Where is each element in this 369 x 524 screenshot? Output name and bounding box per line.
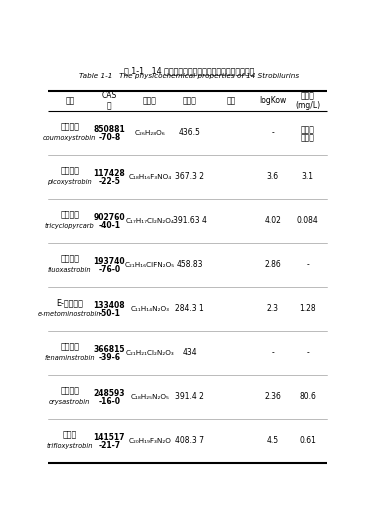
Text: C₁₈H₂₅N₂O₅: C₁₈H₂₅N₂O₅	[131, 394, 169, 399]
Text: 1.28: 1.28	[299, 304, 316, 313]
Text: tricyclopyrcarb: tricyclopyrcarb	[45, 223, 94, 230]
Text: 2.36: 2.36	[264, 392, 281, 401]
Text: 408.3 7: 408.3 7	[175, 436, 204, 445]
Text: 117428: 117428	[93, 169, 125, 178]
Text: 80.6: 80.6	[299, 392, 316, 401]
Text: coumoxystrobin: coumoxystrobin	[43, 135, 96, 141]
Text: -: -	[272, 348, 274, 357]
Text: 丁香菌酯: 丁香菌酯	[60, 123, 79, 132]
Text: 3.6: 3.6	[267, 172, 279, 181]
Text: -16-0: -16-0	[98, 397, 120, 406]
Text: -39-6: -39-6	[98, 353, 120, 362]
Text: CAS
号: CAS 号	[102, 91, 117, 111]
Text: 4.5: 4.5	[267, 436, 279, 445]
Text: 几乎不: 几乎不	[301, 125, 315, 134]
Text: picoxystrobin: picoxystrobin	[47, 179, 92, 185]
Text: 248593: 248593	[93, 389, 125, 398]
Text: 氟吡菌酯: 氟吡菌酯	[60, 254, 79, 264]
Text: 粉菌酯: 粉菌酯	[63, 430, 77, 439]
Text: -50-1: -50-1	[99, 309, 120, 318]
Text: -22-5: -22-5	[99, 177, 120, 186]
Text: 133408: 133408	[93, 301, 125, 310]
Text: -21-7: -21-7	[98, 441, 120, 450]
Text: 0.084: 0.084	[297, 216, 318, 225]
Text: C₁₇H₁₇Cl₂N₂O₄: C₁₇H₁₇Cl₂N₂O₄	[125, 217, 175, 224]
Text: 850881: 850881	[93, 125, 125, 134]
Text: 902760: 902760	[93, 213, 125, 222]
Text: fluoxastrobin: fluoxastrobin	[48, 267, 92, 274]
Text: 458.83: 458.83	[176, 260, 203, 269]
Text: C₁₁H₁₄N₂O₃: C₁₁H₁₄N₂O₃	[131, 305, 169, 312]
Text: 391.63 4: 391.63 4	[173, 216, 206, 225]
Text: trifloxystrobin: trifloxystrobin	[46, 443, 93, 449]
Text: -: -	[306, 260, 309, 269]
Text: 溶于水: 溶于水	[301, 133, 315, 142]
Text: C₂₀H₁₉F₃N₂O: C₂₀H₁₉F₃N₂O	[128, 438, 172, 443]
Text: 3.1: 3.1	[302, 172, 314, 181]
Text: fenaminstrobin: fenaminstrobin	[44, 355, 95, 361]
Text: 稻瘟菌胺: 稻瘟菌胺	[60, 386, 79, 395]
Text: C₂₆H₂₈O₆: C₂₆H₂₈O₆	[135, 129, 165, 136]
Text: orysastrobin: orysastrobin	[49, 399, 90, 405]
Text: 436.5: 436.5	[179, 128, 200, 137]
Text: 367.3 2: 367.3 2	[175, 172, 204, 181]
Text: 氯吡菌酯: 氯吡菌酯	[60, 210, 79, 220]
Text: 名称: 名称	[65, 96, 75, 105]
Text: 141517: 141517	[93, 433, 125, 442]
Text: e-metominostrobin: e-metominostrobin	[38, 311, 101, 317]
Text: 2.3: 2.3	[267, 304, 279, 313]
Text: 分子量: 分子量	[183, 96, 196, 105]
Text: 391.4 2: 391.4 2	[175, 392, 204, 401]
Text: C₁₈H₁₆F₃NO₄: C₁₈H₁₆F₃NO₄	[128, 173, 172, 180]
Text: 4.02: 4.02	[264, 216, 281, 225]
Text: 434: 434	[182, 348, 197, 357]
Text: -: -	[306, 348, 309, 357]
Text: Table 1-1   The physicochemical properties of 14 Strobilurins: Table 1-1 The physicochemical properties…	[79, 73, 299, 79]
Text: 水溶性
(mg/L): 水溶性 (mg/L)	[295, 91, 320, 111]
Text: 表 1-1   14 种甲氧基丙烯酸酯类杀菌剂的物理化学性质: 表 1-1 14 种甲氧基丙烯酸酯类杀菌剂的物理化学性质	[124, 66, 254, 75]
Text: 366815: 366815	[93, 345, 125, 354]
Text: 分子式: 分子式	[143, 96, 157, 105]
Text: 结构: 结构	[227, 96, 237, 105]
Text: 284.3 1: 284.3 1	[175, 304, 204, 313]
Text: 吡氧菌酯: 吡氧菌酯	[60, 167, 79, 176]
Text: 烯肟菌胺: 烯肟菌胺	[60, 342, 79, 351]
Text: 2.86: 2.86	[265, 260, 281, 269]
Text: C₂₁H₂₁Cl₂N₂O₃: C₂₁H₂₁Cl₂N₂O₃	[125, 350, 174, 356]
Text: -70-8: -70-8	[98, 133, 120, 142]
Text: -: -	[272, 128, 274, 137]
Text: -76-0: -76-0	[98, 265, 120, 274]
Text: C₂₁H₁₆ClFN₂O₅: C₂₁H₁₆ClFN₂O₅	[125, 261, 175, 268]
Text: logKow: logKow	[259, 96, 286, 105]
Text: -40-1: -40-1	[98, 221, 120, 230]
Text: 0.61: 0.61	[299, 436, 316, 445]
Text: E-苯氧菌胺: E-苯氧菌胺	[56, 298, 83, 308]
Text: 193740: 193740	[93, 257, 125, 266]
